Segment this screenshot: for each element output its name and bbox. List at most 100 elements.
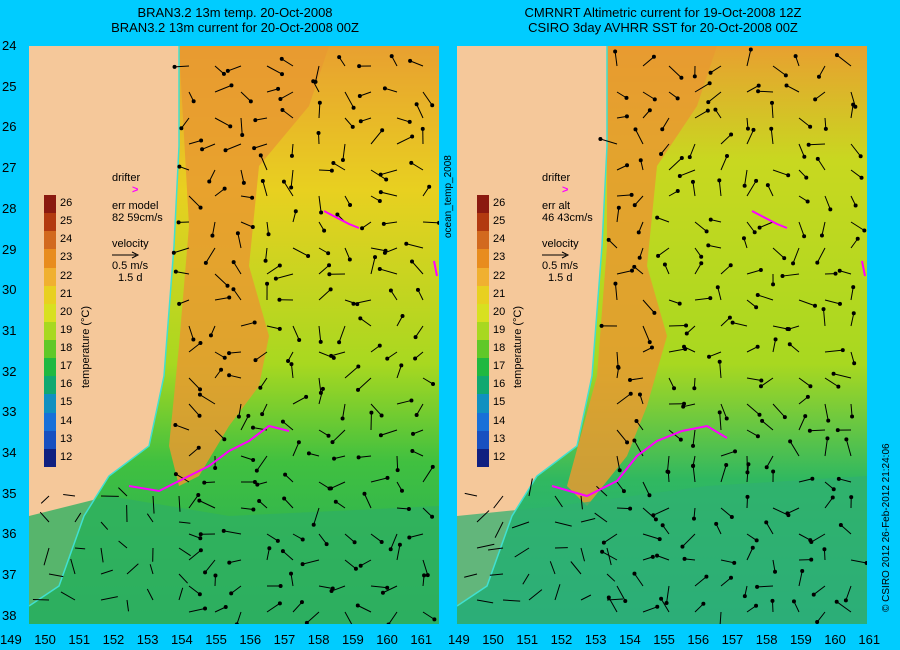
current-arrow (383, 221, 398, 225)
current-arrow (710, 65, 722, 74)
current-arrow-head (750, 545, 755, 550)
latitude-label: 35 (2, 485, 17, 501)
latitude-label: 30 (2, 282, 17, 298)
current-arrow-head (235, 231, 240, 236)
current-arrow (180, 117, 190, 129)
current-arrow-head (855, 236, 860, 241)
current-arrow (679, 169, 696, 177)
colorbar-swatch (477, 195, 489, 214)
current-arrow-head (356, 387, 361, 392)
current-arrow (746, 403, 760, 416)
current-arrow-head (198, 536, 203, 541)
drifter-label: drifter (112, 172, 141, 184)
current-arrow-head (754, 305, 759, 310)
current-arrow (344, 611, 353, 624)
current-arrow (653, 507, 670, 516)
current-arrow-head (834, 599, 839, 604)
current-arrow-head (624, 114, 629, 119)
current-arrow-head (751, 127, 756, 132)
current-arrow-head (742, 594, 747, 599)
current-arrow-head (706, 100, 711, 105)
current-arrow (370, 129, 383, 145)
current-arrow-head (628, 506, 633, 511)
colorbar-tick-label: 22 (60, 269, 73, 282)
current-arrow-head (682, 344, 687, 349)
current-arrow (253, 143, 268, 149)
current-arrow-head (388, 547, 393, 552)
current-arrow-head (770, 598, 775, 603)
current-arrow (549, 561, 556, 575)
colorbar-tick-label: 17 (60, 360, 73, 373)
current-arrow-head (191, 99, 196, 104)
colorbar-swatch (477, 376, 489, 395)
current-arrow-head (815, 156, 820, 161)
current-arrow-head (812, 303, 817, 308)
current-arrow (616, 585, 626, 602)
current-arrow-head (664, 601, 669, 606)
current-arrow (358, 455, 372, 458)
colorbar-swatch (44, 358, 56, 377)
current-arrow (580, 594, 592, 601)
current-arrow (370, 533, 382, 543)
current-arrow (262, 180, 268, 197)
current-arrow-head (306, 451, 311, 456)
current-arrow-head (733, 449, 738, 454)
current-arrow-head (322, 228, 327, 233)
current-arrow-head (836, 384, 841, 389)
current-arrow (188, 195, 201, 208)
current-arrow (580, 495, 583, 510)
current-arrow (787, 507, 800, 514)
current-arrow-head (311, 79, 316, 84)
current-arrow-head (651, 513, 656, 518)
current-arrow-head (173, 269, 178, 274)
current-arrow (616, 429, 628, 443)
current-arrow-head (823, 126, 828, 131)
current-arrow-head (385, 356, 390, 361)
latitude-label: 29 (2, 241, 17, 257)
current-arrow-head (862, 228, 867, 233)
latitude-label: 33 (2, 404, 17, 420)
current-arrow (240, 455, 254, 461)
current-arrow-head (782, 415, 787, 420)
current-arrow-head (822, 547, 827, 552)
current-arrow-head (198, 341, 203, 346)
current-arrow (266, 548, 270, 561)
current-arrow-head (324, 542, 329, 547)
current-arrow (318, 377, 322, 393)
current-arrow-head (788, 439, 793, 444)
current-arrow (370, 247, 386, 252)
current-arrow (761, 420, 774, 431)
current-arrow-head (380, 590, 385, 595)
current-arrow-head (755, 584, 760, 589)
current-arrow (199, 394, 216, 405)
current-arrow (746, 85, 759, 93)
current-arrow (746, 180, 757, 197)
colorbar-tick-label: 16 (493, 378, 506, 391)
latitude-label: 32 (2, 363, 17, 379)
longitude-label: 149 (0, 632, 22, 647)
current-arrow-head (241, 180, 246, 185)
current-arrow (823, 309, 826, 327)
current-arrow (60, 591, 76, 601)
current-arrow (816, 247, 826, 263)
current-arrow-head (819, 233, 824, 238)
current-arrow-head (732, 560, 737, 565)
current-arrow-head (835, 428, 840, 433)
current-arrow-head (221, 528, 226, 533)
current-arrow-head (260, 178, 265, 183)
current-arrow (757, 585, 774, 588)
current-arrow (292, 325, 300, 341)
current-arrow-head (755, 293, 760, 298)
current-arrow (798, 570, 803, 587)
current-arrow-head (771, 469, 776, 474)
current-arrow (318, 195, 322, 213)
southern-cool-water (457, 476, 867, 624)
current-arrow (642, 325, 651, 343)
current-arrow (318, 169, 332, 172)
current-arrow-head (234, 622, 239, 624)
current-arrow (384, 87, 398, 93)
current-arrow-head (704, 229, 709, 234)
current-arrow (720, 155, 728, 171)
colorbar-swatch (44, 213, 56, 232)
current-arrow-head (191, 337, 196, 342)
